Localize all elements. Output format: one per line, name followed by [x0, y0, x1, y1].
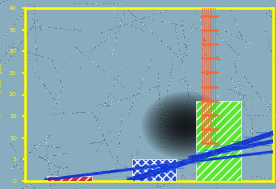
Bar: [132, 159, 176, 181]
Y-axis label: Response (R$_{air}$/R$_{gas}$): Response (R$_{air}$/R$_{gas}$): [0, 61, 6, 128]
Bar: [196, 101, 241, 181]
Polygon shape: [127, 108, 276, 179]
Bar: [47, 176, 92, 181]
Polygon shape: [44, 131, 276, 179]
Polygon shape: [188, 22, 276, 157]
